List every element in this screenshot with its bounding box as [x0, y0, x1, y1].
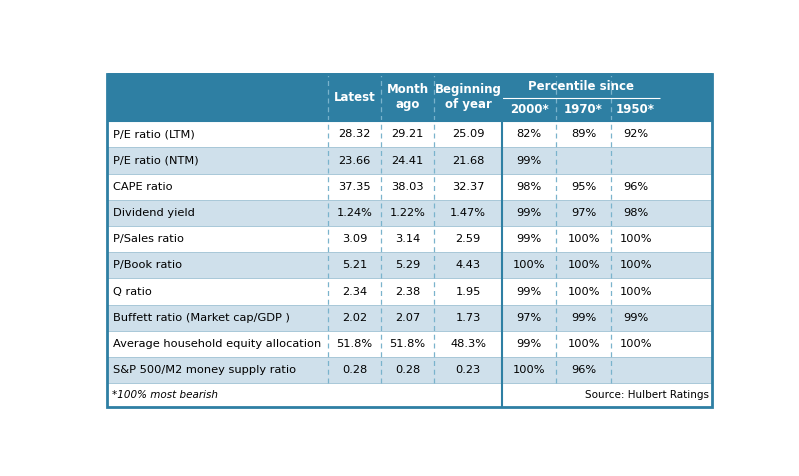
Text: 99%: 99%	[516, 287, 542, 297]
Text: 99%: 99%	[516, 156, 542, 166]
Text: 21.68: 21.68	[452, 156, 484, 166]
Text: 1.22%: 1.22%	[390, 208, 426, 218]
Text: 3.14: 3.14	[395, 234, 420, 244]
Text: 24.41: 24.41	[392, 156, 423, 166]
Text: 28.32: 28.32	[338, 129, 371, 139]
Text: 96%: 96%	[623, 182, 648, 192]
Text: 100%: 100%	[513, 365, 546, 375]
Bar	[107, 121, 712, 148]
Text: 5.29: 5.29	[395, 260, 420, 270]
Text: 100%: 100%	[567, 339, 600, 349]
Text: 100%: 100%	[567, 234, 600, 244]
Bar	[107, 200, 712, 226]
Text: 92%: 92%	[623, 129, 648, 139]
Text: Percentile since: Percentile since	[528, 80, 634, 93]
Text: 1.47%: 1.47%	[450, 208, 486, 218]
Bar	[107, 148, 712, 174]
Text: 100%: 100%	[567, 260, 600, 270]
Text: 97%: 97%	[516, 313, 542, 323]
Text: Buffett ratio (Market cap/GDP ): Buffett ratio (Market cap/GDP )	[113, 313, 290, 323]
Text: Source: Hulbert Ratings: Source: Hulbert Ratings	[585, 390, 709, 400]
Bar	[107, 174, 712, 200]
Text: 3.09: 3.09	[342, 234, 368, 244]
Text: 100%: 100%	[619, 287, 652, 297]
Text: P/Book ratio: P/Book ratio	[113, 260, 183, 270]
Text: 2000*: 2000*	[510, 103, 549, 116]
Text: 99%: 99%	[516, 234, 542, 244]
Text: 1.95: 1.95	[455, 287, 481, 297]
Text: 51.8%: 51.8%	[336, 339, 372, 349]
Text: 5.21: 5.21	[342, 260, 367, 270]
Text: Q ratio: Q ratio	[113, 287, 153, 297]
Text: 25.09: 25.09	[452, 129, 484, 139]
Text: 99%: 99%	[516, 208, 542, 218]
Text: 2.34: 2.34	[342, 287, 367, 297]
Text: 29.21: 29.21	[392, 129, 423, 139]
Text: 1.24%: 1.24%	[336, 208, 372, 218]
Text: 48.3%: 48.3%	[450, 339, 486, 349]
Text: 0.28: 0.28	[342, 365, 367, 375]
Text: Dividend yield: Dividend yield	[113, 208, 196, 218]
Text: 1970*: 1970*	[564, 103, 603, 116]
Text: 1.73: 1.73	[455, 313, 481, 323]
Text: 95%: 95%	[571, 182, 596, 192]
Text: 96%: 96%	[571, 365, 596, 375]
Text: S&P 500/M2 money supply ratio: S&P 500/M2 money supply ratio	[113, 365, 296, 375]
Bar	[107, 305, 712, 331]
Text: 98%: 98%	[623, 208, 648, 218]
Bar	[107, 383, 712, 407]
Text: 97%: 97%	[571, 208, 596, 218]
Bar	[107, 357, 712, 383]
Text: *100% most bearish: *100% most bearish	[112, 390, 218, 400]
Text: 32.37: 32.37	[452, 182, 484, 192]
Text: Latest: Latest	[334, 91, 376, 104]
Text: Month
ago: Month ago	[387, 83, 429, 111]
Text: 0.23: 0.23	[455, 365, 481, 375]
Text: 100%: 100%	[619, 260, 652, 270]
Text: 2.59: 2.59	[455, 234, 481, 244]
Text: 2.38: 2.38	[395, 287, 420, 297]
Text: 51.8%: 51.8%	[390, 339, 426, 349]
Text: Beginning
of year: Beginning of year	[435, 83, 502, 111]
Text: 0.28: 0.28	[395, 365, 420, 375]
Bar	[107, 226, 712, 252]
Text: 4.43: 4.43	[455, 260, 481, 270]
Text: 89%: 89%	[571, 129, 596, 139]
Text: 100%: 100%	[567, 287, 600, 297]
Text: 37.35: 37.35	[338, 182, 371, 192]
Text: 99%: 99%	[516, 339, 542, 349]
Text: P/E ratio (NTM): P/E ratio (NTM)	[113, 156, 199, 166]
Bar	[107, 278, 712, 305]
Bar	[107, 331, 712, 357]
Text: 100%: 100%	[619, 339, 652, 349]
Text: 82%: 82%	[517, 129, 542, 139]
Text: 99%: 99%	[623, 313, 648, 323]
Text: 1950*: 1950*	[616, 103, 655, 116]
Text: 23.66: 23.66	[338, 156, 371, 166]
Bar	[107, 252, 712, 278]
Text: Average household equity allocation: Average household equity allocation	[113, 339, 322, 349]
Text: P/Sales ratio: P/Sales ratio	[113, 234, 185, 244]
Text: CAPE ratio: CAPE ratio	[113, 182, 173, 192]
Text: 100%: 100%	[513, 260, 546, 270]
Text: 2.02: 2.02	[342, 313, 367, 323]
Text: 98%: 98%	[516, 182, 542, 192]
Text: P/E ratio (LTM): P/E ratio (LTM)	[113, 129, 195, 139]
Text: 38.03: 38.03	[392, 182, 424, 192]
Text: 99%: 99%	[571, 313, 596, 323]
Text: 100%: 100%	[619, 234, 652, 244]
Text: 2.07: 2.07	[395, 313, 420, 323]
